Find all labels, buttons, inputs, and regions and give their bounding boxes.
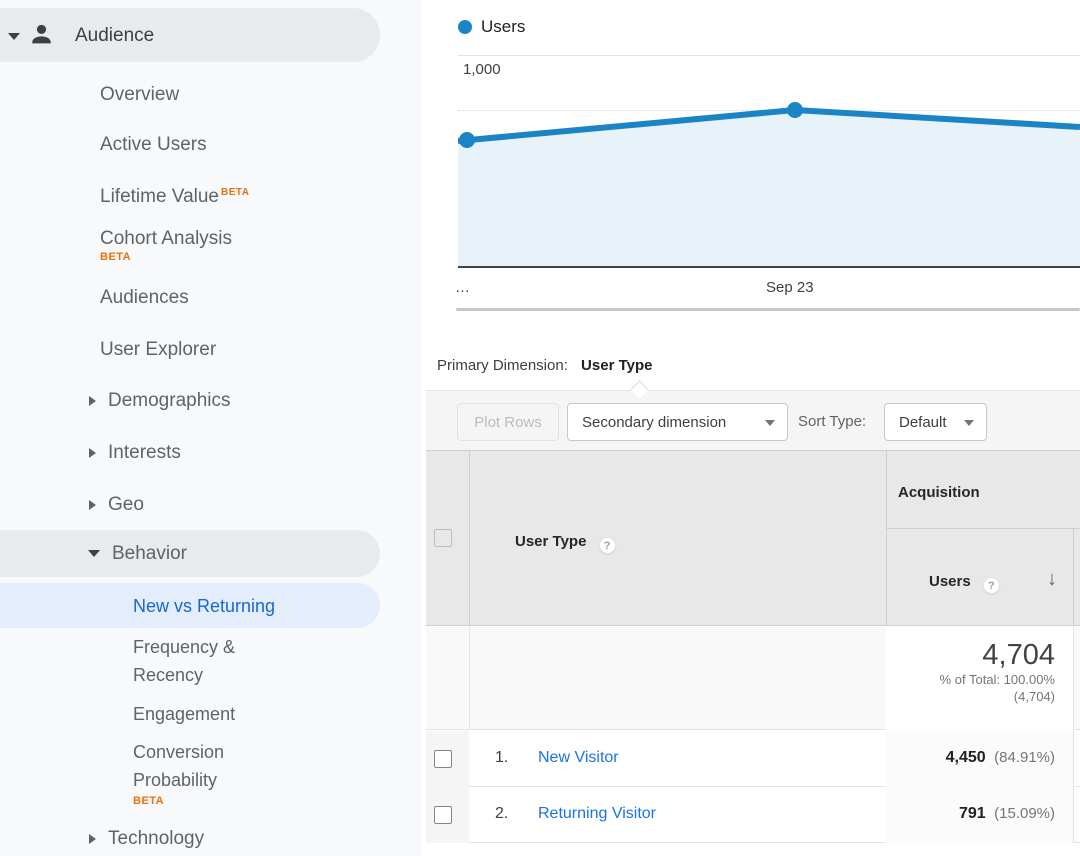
sidebar-item-behavior[interactable]: Behavior [0,530,380,577]
sort-type-dropdown[interactable]: Default [884,403,987,441]
x-axis-line [458,266,1080,268]
sidebar-item-frequency-recency[interactable]: Frequency & Recency [133,637,236,685]
sidebar-item-active-users[interactable]: Active Users [100,134,207,155]
collapse-section-icon[interactable] [8,33,20,40]
sidebar-item-conversion-probability[interactable]: Conversion Probability BETA [133,738,283,808]
expand-demographics-icon[interactable] [89,396,96,406]
primary-dimension-bar: Primary Dimension: User Type [437,357,652,374]
column-divider [1073,528,1074,626]
table-header: User Type ? Acquisition Users ? ↓ [426,451,1080,626]
sidebar-item-overview[interactable]: Overview [100,84,180,105]
table-toolbar: Plot Rows Secondary dimension Sort Type:… [426,390,1080,450]
help-icon[interactable]: ? [598,537,616,554]
sidebar-item-new-vs-returning[interactable]: New vs Returning [0,583,380,628]
sidebar-item-geo[interactable]: Geo [108,494,144,515]
beta-badge: BETA [133,795,165,807]
select-all-checkbox[interactable] [434,529,452,547]
totals-users-cell: 4,704 % of Total: 100.00% (4,704) [886,627,1073,730]
row-rank: 1. [495,749,509,766]
row-users-value: 4,450 [945,749,986,766]
header-divider [886,528,1080,529]
totals-users-value: 4,704 [982,639,1055,671]
sidebar-section-label: Audience [75,25,155,46]
primary-dimension-label: Primary Dimension: [437,357,568,374]
sidebar-item-label: New vs Returning [133,596,276,616]
table-row: 1. New Visitor 4,450 (84.91%) [426,731,1080,787]
sort-type-value: Default [899,413,947,431]
table-row: 2. Returning Visitor 791 (15.09%) [426,787,1080,843]
x-axis-tick-sep23: Sep 23 [766,279,814,296]
secondary-dimension-dropdown[interactable]: Secondary dimension [567,403,788,441]
legend-users-dot-icon [458,20,472,34]
column-divider [469,451,470,626]
expand-geo-icon[interactable] [89,500,96,510]
sidebar-item-demographics[interactable]: Demographics [108,390,231,411]
row-users-value: 791 [958,805,986,822]
sidebar-item-technology[interactable]: Technology [108,828,205,849]
row-users-cell: 4,450 (84.91%) [886,731,1073,787]
sidebar-item-label: Cohort Analysis [100,228,233,249]
plot-rows-button[interactable]: Plot Rows [457,403,559,441]
row-checkbox[interactable] [434,806,452,824]
sidebar-item-label: Behavior [112,543,187,564]
legend-users-label: Users [481,17,526,36]
row-checkbox[interactable] [434,750,452,768]
expand-interests-icon[interactable] [89,448,96,458]
sidebar-section-audience[interactable]: Audience [0,8,380,62]
column-divider [1073,627,1074,730]
expand-technology-icon[interactable] [89,834,96,844]
data-point-sep23[interactable] [787,102,803,118]
row-checkbox-cell [426,731,469,787]
row-link-new-visitor[interactable]: New Visitor [538,749,619,766]
collapse-behavior-icon[interactable] [88,550,100,557]
row-link-returning-visitor[interactable]: Returning Visitor [538,805,656,822]
table-totals-row: 4,704 % of Total: 100.00% (4,704) [426,627,1080,730]
sidebar: Audience Overview Active Users Lifetime … [0,0,422,856]
data-point-left[interactable] [459,132,475,148]
beta-badge: BETA [221,186,250,198]
row-users-share: (15.09%) [994,805,1055,822]
column-header-label: Users [929,573,971,590]
totals-percent-line1: % of Total: 100.00% [939,672,1055,687]
primary-dimension-value[interactable]: User Type [581,357,653,374]
column-divider [469,627,470,730]
sidebar-item-audiences[interactable]: Audiences [100,287,189,308]
group-header-acquisition: Acquisition [898,484,980,501]
chart-area-fill [458,110,1080,267]
chevron-down-icon [765,420,775,426]
chart-range-slider[interactable] [456,308,1080,311]
x-axis-tick-ellipsis: … [455,279,470,296]
column-divider [1073,787,1074,843]
row-checkbox-cell [426,787,469,843]
sort-type-label: Sort Type: [798,413,867,430]
column-header-label: User Type [515,533,587,550]
sidebar-item-label: Conversion Probability [133,742,225,790]
column-divider [886,451,887,626]
sidebar-item-label: Lifetime Value [100,186,219,207]
gridline-1000 [458,55,1080,56]
row-users-share: (84.91%) [994,749,1055,766]
sidebar-item-user-explorer[interactable]: User Explorer [100,339,217,360]
help-icon[interactable]: ? [982,577,1000,594]
column-divider [1073,731,1074,787]
y-axis-tick-1000: 1,000 [463,61,501,78]
row-users-cell: 791 (15.09%) [886,787,1073,843]
totals-percent-line2: (4,704) [1013,689,1055,704]
users-line-chart[interactable] [458,55,1080,267]
row-rank: 2. [495,805,509,822]
column-header-user-type[interactable]: User Type ? [515,533,616,554]
report-table: User Type ? Acquisition Users ? ↓ 4,704 … [426,450,1080,846]
sort-descending-icon[interactable]: ↓ [1047,568,1057,590]
beta-badge: BETA [100,251,132,263]
sidebar-item-lifetime-value[interactable]: Lifetime Value BETA [100,186,249,208]
sidebar-item-interests[interactable]: Interests [108,442,181,463]
sidebar-item-cohort-analysis[interactable]: Cohort Analysis BETA [100,228,232,264]
secondary-dimension-label: Secondary dimension [582,413,727,431]
chevron-down-icon [964,420,974,426]
sidebar-item-engagement[interactable]: Engagement [133,704,236,724]
audience-person-icon [32,24,51,44]
column-header-users[interactable]: Users ? [929,573,1000,594]
